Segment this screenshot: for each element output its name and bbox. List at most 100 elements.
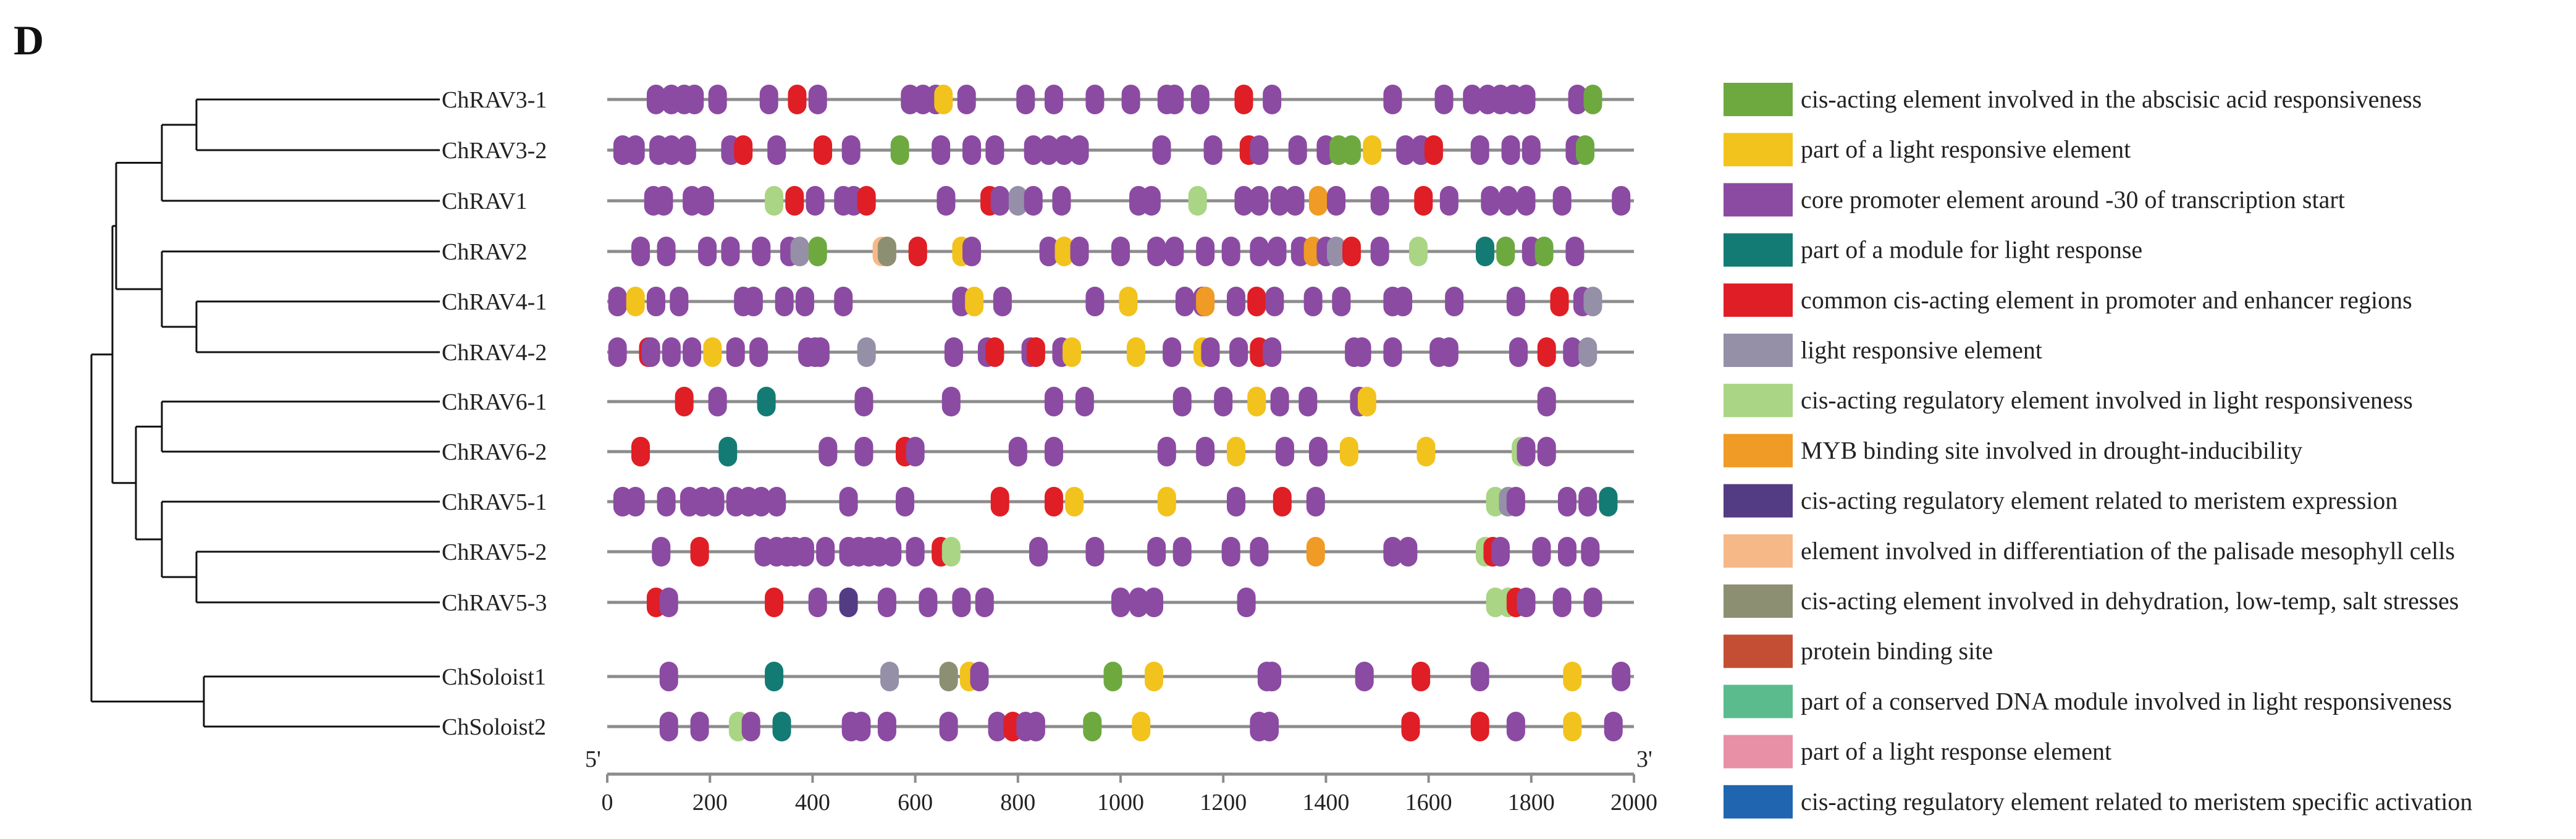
- cis-element-core: [1203, 135, 1223, 165]
- cis-element-core: [744, 287, 763, 316]
- cis-element-core: [741, 712, 760, 741]
- cis-element-core: [988, 712, 1007, 741]
- cis-element-light_reg: [941, 537, 961, 567]
- cis-element-core: [1163, 337, 1182, 367]
- cis-element-core: [1308, 437, 1328, 466]
- cis-element-common: [1026, 337, 1045, 367]
- cis-element-core: [1250, 237, 1269, 266]
- cis-element-core: [1265, 287, 1284, 316]
- cis-element-core: [1008, 437, 1027, 466]
- cis-element-core: [1396, 135, 1415, 165]
- cis-element-core: [1029, 537, 1048, 567]
- cis-element-core: [1234, 186, 1253, 216]
- cis-element-core: [1270, 186, 1289, 216]
- legend-item: cis-acting regulatory element involved i…: [1724, 384, 2413, 418]
- cis-element-core: [1383, 337, 1402, 367]
- legend-swatch: [1724, 484, 1793, 518]
- gene-label: ChRAV4-1: [442, 289, 547, 315]
- legend-item: core promoter element around -30 of tran…: [1724, 183, 2345, 217]
- cis-element-core: [1157, 437, 1176, 466]
- gene-track: [607, 287, 1634, 316]
- cis-element-core: [767, 487, 786, 516]
- cis-element-core: [1044, 437, 1063, 466]
- cis-element-core: [641, 337, 660, 367]
- cis-element-core: [626, 487, 645, 516]
- cis-element-core: [1578, 487, 1597, 516]
- cis-element-core: [657, 487, 676, 516]
- cis-element-core: [1054, 135, 1074, 165]
- legend-swatch: [1724, 635, 1793, 668]
- gene-track: [607, 135, 1634, 165]
- cis-element-abscisic: [1496, 237, 1515, 266]
- cis-element-core: [1509, 337, 1528, 367]
- cis-element-core: [795, 537, 814, 567]
- cis-element-core: [721, 237, 740, 266]
- legend-label: part of a conserved DNA module involved …: [1801, 687, 2452, 715]
- cis-element-common: [1414, 186, 1433, 216]
- cis-element-light_reg: [1188, 186, 1207, 216]
- gene-label: ChRAV3-2: [442, 138, 547, 164]
- cis-element-core: [906, 537, 925, 567]
- cis-element-core: [1470, 135, 1489, 165]
- cis-element-core: [1039, 135, 1058, 165]
- cis-element-core: [1581, 537, 1600, 567]
- axis-tick-label: 600: [898, 790, 933, 816]
- cis-element-core: [1522, 135, 1541, 165]
- cis-element-core: [1383, 85, 1402, 114]
- cis-element-core: [1221, 237, 1240, 266]
- cis-element-core: [1275, 437, 1294, 466]
- cis-element-core: [1352, 337, 1371, 367]
- cis-element-core: [852, 712, 871, 741]
- cis-element-core: [1491, 537, 1510, 567]
- gene-track: [607, 337, 1634, 367]
- cis-element-core: [1260, 712, 1279, 741]
- cis-element-light_part: [1416, 437, 1436, 466]
- cis-element-core: [1111, 237, 1130, 266]
- cis-element-core: [1565, 237, 1585, 266]
- cis-element-core: [1481, 186, 1500, 216]
- gene-track: [607, 588, 1634, 617]
- cis-element-light_part: [703, 337, 722, 367]
- cis-element-light_part: [1065, 487, 1084, 516]
- legend-item: cis-acting regulatory element related to…: [1724, 484, 2397, 518]
- legend-label: part of a module for light response: [1801, 236, 2142, 264]
- cis-element-core: [1499, 186, 1518, 216]
- cis-element-core: [1268, 237, 1287, 266]
- cis-element-core: [854, 437, 873, 466]
- cis-element-light_element: [790, 237, 809, 266]
- cis-element-abscisic: [1534, 237, 1554, 266]
- cis-element-common: [1412, 662, 1431, 691]
- gene-track: [607, 85, 1634, 114]
- cis-element-common: [1537, 337, 1556, 367]
- cis-element-core: [985, 135, 1004, 165]
- legend-item: cis-acting element involved in the absci…: [1724, 83, 2422, 116]
- cis-element-core: [1190, 85, 1210, 114]
- cis-element-core: [854, 387, 873, 416]
- legend-item: part of a light responsive element: [1724, 133, 2131, 167]
- cis-element-module_light: [1476, 237, 1495, 266]
- cis-element-core: [1439, 186, 1458, 216]
- cis-element-core: [841, 135, 861, 165]
- cis-element-core: [1552, 186, 1572, 216]
- legend-label: cis-acting regulatory element related to…: [1801, 487, 2397, 515]
- cis-element-module_light: [718, 437, 738, 466]
- cis-element-core: [1121, 85, 1140, 114]
- legend-item: protein binding site: [1724, 635, 1993, 668]
- cis-element-light_element: [880, 662, 899, 691]
- cis-element-light_part: [1563, 712, 1582, 741]
- cis-element-light_part: [965, 287, 984, 316]
- cis-element-abscisic: [1342, 135, 1361, 165]
- cis-element-common: [985, 337, 1004, 367]
- cis-element-light_part: [1357, 387, 1376, 416]
- legend-item: part of a light response element: [1724, 735, 2111, 769]
- gene-label: ChRAV3-1: [442, 87, 547, 113]
- cis-element-core: [1024, 135, 1043, 165]
- cis-element-common: [814, 135, 833, 165]
- gene-label: ChRAV4-2: [442, 340, 547, 366]
- gene-label: ChSoloist2: [442, 714, 546, 740]
- cis-element-core: [1394, 287, 1413, 316]
- cis-element-core: [677, 135, 696, 165]
- cis-element-core: [808, 85, 827, 114]
- cis-element-light_reg: [765, 186, 784, 216]
